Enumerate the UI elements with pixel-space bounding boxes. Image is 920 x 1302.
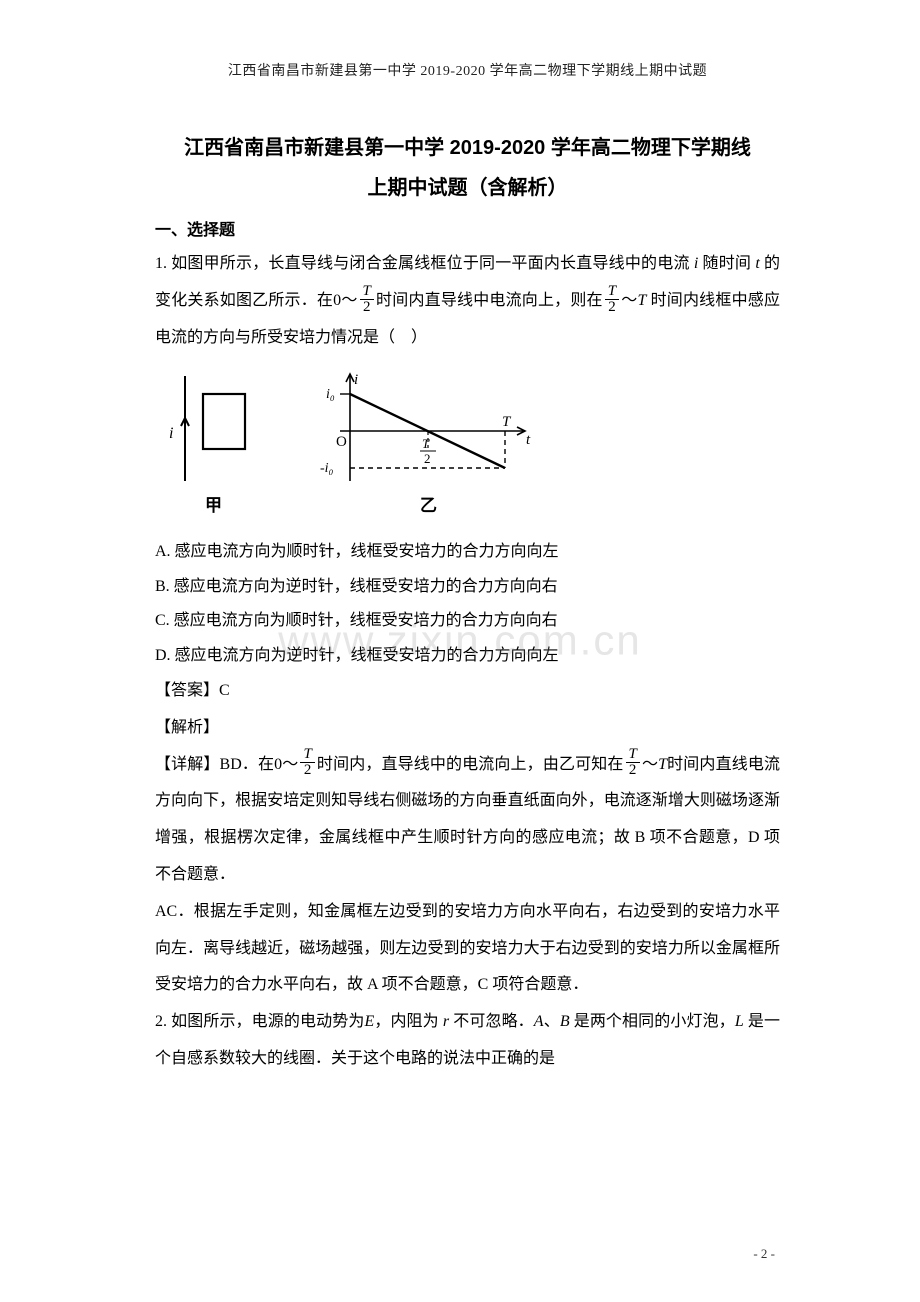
detail-b: 时间内，直导线中的电流向上，由乙可知在: [317, 756, 624, 773]
detail-c: 时间内直线电流方向向下，根据安培定则知导线右侧磁场的方向垂直纸面向外，电流逐渐增…: [155, 756, 780, 883]
label-i0: i₀: [326, 387, 335, 402]
figure-svg: i 甲: [155, 366, 535, 526]
q2-m1: ，内阻为: [374, 1013, 443, 1030]
tilde-2: ～: [642, 756, 658, 773]
page-number: - 2 -: [753, 1246, 775, 1262]
frac-den-b: 2: [605, 300, 619, 315]
fn2: T: [626, 747, 640, 763]
label-T2-num: T: [422, 436, 430, 451]
label-O: O: [336, 434, 347, 450]
frac-T-2: T2: [360, 284, 374, 315]
label-neg-i0: -i₀: [320, 461, 334, 476]
frac-detail-2: T2: [626, 747, 640, 778]
frac-den: 2: [360, 300, 374, 315]
q1-detail-ac: AC．根据左手定则，知金属框左边受到的安培力方向水平向右，右边受到的安培力水平向…: [155, 894, 780, 1004]
q1-option-c: C. 感应电流方向为顺时针，线框受安培力的合力方向向右: [155, 604, 780, 638]
axis-i: i: [354, 372, 358, 388]
q2-sep: 、: [544, 1013, 560, 1030]
q1-option-d: D. 感应电流方向为逆时针，线框受安培力的合力方向向左: [155, 639, 780, 673]
q1-text-d: 时间内直导线中电流向上，则在: [376, 292, 603, 309]
fd1: 2: [300, 763, 314, 778]
figure-yi: i i₀ -i₀ O T t T 2 乙: [320, 372, 531, 515]
frac-num: T: [360, 284, 374, 300]
frac-detail-1: T2: [300, 747, 314, 778]
label-yi: 乙: [420, 496, 437, 515]
q1-detail-bd: 【详解】BD．在0～T2时间内，直导线中的电流向上，由乙可知在T2～T时间内直线…: [155, 747, 780, 894]
frac-T-2-b: T2: [605, 284, 619, 315]
label-T: T: [502, 414, 512, 430]
title-line-2: 上期中试题（含解析）: [155, 168, 780, 208]
q2-a: 2. 如图所示，电源的电动势为: [155, 1013, 364, 1030]
q2-m3: 是两个相同的小灯泡，: [570, 1013, 735, 1030]
fd2: 2: [626, 763, 640, 778]
fn1: T: [300, 747, 314, 763]
q1-text-a: 1. 如图甲所示，长直导线与闭合金属线框位于同一平面内长直导线中的电流: [155, 255, 694, 272]
q1-stem: 1. 如图甲所示，长直导线与闭合金属线框位于同一平面内长直导线中的电流 i 随时…: [155, 246, 780, 356]
running-header: 江西省南昌市新建县第一中学 2019-2020 学年高二物理下学期线上期中试题: [155, 60, 780, 80]
var-T-2: T: [658, 756, 667, 773]
var-B: B: [560, 1013, 570, 1030]
zero-tilde-2: 0～: [274, 756, 298, 773]
q1-option-b: B. 感应电流方向为逆时针，线框受安培力的合力方向向右: [155, 570, 780, 604]
q1-option-a: A. 感应电流方向为顺时针，线框受安培力的合力方向向左: [155, 535, 780, 569]
detail-a: 【详解】BD．在: [155, 756, 274, 773]
title-line-1: 江西省南昌市新建县第一中学 2019-2020 学年高二物理下学期线: [155, 128, 780, 168]
label-jia: 甲: [205, 496, 222, 515]
q2-m2: 不可忽略．: [449, 1013, 534, 1030]
zero-tilde: 0～: [333, 292, 357, 309]
q1-answer: 【答案】C: [155, 673, 780, 710]
figure-jia: i 甲: [169, 376, 245, 515]
q2-stem: 2. 如图所示，电源的电动势为E，内阻为 r 不可忽略．A、B 是两个相同的小灯…: [155, 1004, 780, 1078]
section-heading: 一、选择题: [155, 216, 780, 240]
var-A: A: [534, 1013, 544, 1030]
frac-num-b: T: [605, 284, 619, 300]
label-i: i: [169, 425, 173, 442]
q1-figures: i 甲: [155, 366, 780, 531]
var-E: E: [364, 1013, 374, 1030]
var-L: L: [735, 1013, 744, 1030]
document-title: 江西省南昌市新建县第一中学 2019-2020 学年高二物理下学期线 上期中试题…: [155, 128, 780, 208]
q1-jiexi-label: 【解析】: [155, 710, 780, 747]
label-T2-den: 2: [424, 451, 431, 466]
tilde: ～: [621, 292, 637, 309]
q1-text-b: 随时间: [698, 255, 751, 272]
label-t-axis: t: [526, 432, 531, 448]
